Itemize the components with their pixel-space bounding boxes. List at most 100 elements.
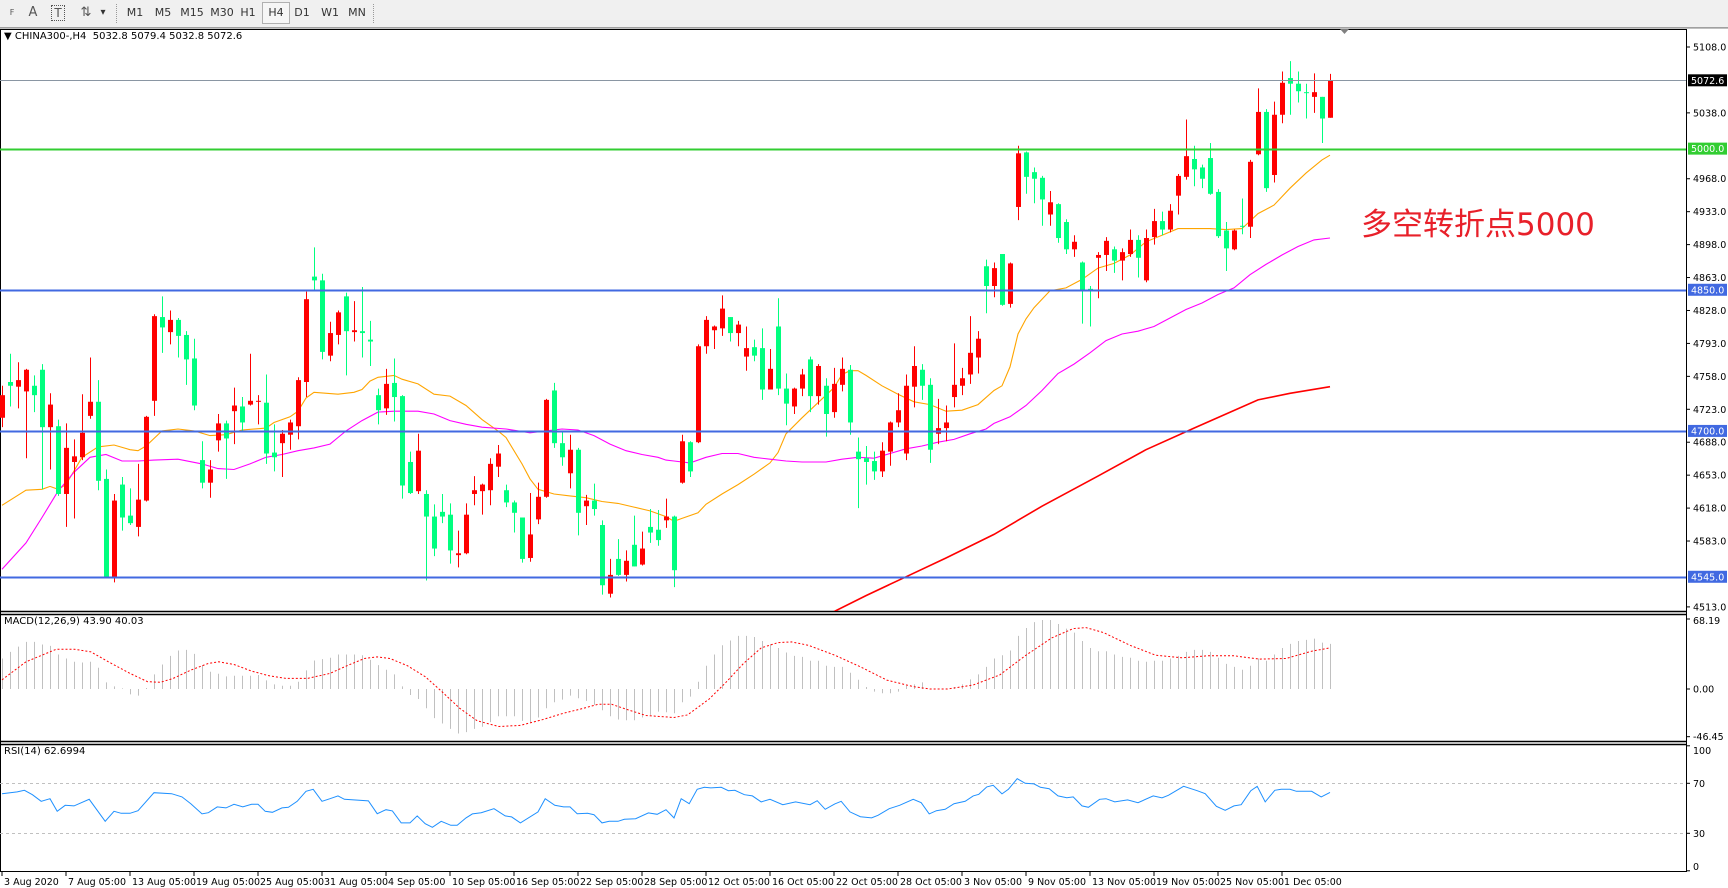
price-axis-label: 4758.0 bbox=[1693, 372, 1726, 383]
candle-body bbox=[448, 514, 453, 551]
candle bbox=[760, 328, 765, 400]
price-level-label: 5000.0 bbox=[1691, 144, 1724, 155]
candle bbox=[1312, 73, 1317, 113]
candle-body bbox=[872, 461, 877, 472]
candle bbox=[312, 247, 317, 291]
candle-body bbox=[192, 358, 197, 406]
time-axis-label: 9 Nov 05:00 bbox=[1028, 877, 1086, 888]
candle bbox=[1120, 248, 1125, 281]
macd-axis-label: 68.19 bbox=[1693, 616, 1720, 627]
text-tool-icon[interactable]: A bbox=[28, 5, 38, 20]
arrows-tool-icon[interactable]: ⇅ bbox=[80, 5, 92, 20]
candle-body bbox=[976, 338, 981, 358]
ohlc-readout: 5032.8 5079.4 5032.8 5072.6 bbox=[92, 31, 243, 42]
candle bbox=[936, 398, 941, 445]
candle bbox=[1200, 164, 1205, 189]
candle-body bbox=[752, 347, 757, 356]
moving-average-line bbox=[1, 237, 1331, 570]
time-axis-label: 16 Sep 05:00 bbox=[516, 877, 579, 888]
candle bbox=[1320, 96, 1325, 143]
candle bbox=[416, 433, 421, 494]
candle-body bbox=[160, 317, 165, 328]
candle-body bbox=[984, 266, 989, 287]
candle-body bbox=[288, 422, 293, 435]
candle-body bbox=[704, 319, 709, 347]
candle bbox=[168, 310, 173, 345]
candle bbox=[1160, 211, 1165, 236]
chart-annotation-text[interactable]: 多空转折点5000 bbox=[1361, 207, 1595, 243]
candle-body bbox=[16, 380, 21, 387]
candle-body bbox=[280, 433, 285, 444]
time-axis-label: 10 Sep 05:00 bbox=[452, 877, 515, 888]
price-level-label-bg bbox=[1688, 142, 1727, 155]
candle-body bbox=[656, 529, 661, 541]
candle-body bbox=[136, 499, 141, 527]
candle-body bbox=[24, 369, 29, 392]
candle bbox=[1168, 204, 1173, 233]
timeframe-m1-button[interactable]: M1 bbox=[126, 6, 144, 19]
candle-body bbox=[816, 365, 821, 397]
price-axis-label: 4688.0 bbox=[1693, 438, 1726, 449]
timeframe-m30-button[interactable]: M30 bbox=[210, 6, 234, 19]
candle-body bbox=[832, 383, 837, 413]
candle-body bbox=[1008, 263, 1013, 304]
candle-body bbox=[248, 400, 253, 405]
candle-body bbox=[584, 500, 589, 507]
candle-body bbox=[864, 458, 869, 462]
candle-body bbox=[1304, 92, 1309, 94]
candle-body bbox=[808, 359, 813, 397]
candle-body bbox=[1184, 156, 1189, 177]
candle bbox=[512, 500, 517, 533]
candle bbox=[912, 346, 917, 408]
candle-body bbox=[568, 449, 573, 474]
candle-body bbox=[1248, 161, 1253, 227]
candle bbox=[720, 295, 725, 336]
candle-body bbox=[272, 452, 277, 458]
candle-body bbox=[848, 369, 853, 423]
candle-body bbox=[904, 385, 909, 454]
candle bbox=[1176, 174, 1181, 215]
chart-properties-icon[interactable]: F bbox=[9, 8, 15, 17]
candle bbox=[1104, 237, 1109, 271]
candle bbox=[656, 509, 661, 546]
price-axis-label: 4933.0 bbox=[1693, 207, 1726, 218]
candle bbox=[616, 539, 621, 576]
candle bbox=[992, 262, 997, 298]
candle bbox=[752, 339, 757, 362]
candle-body bbox=[296, 380, 301, 427]
timeframe-m15-button[interactable]: M15 bbox=[180, 6, 204, 19]
candle-body bbox=[40, 369, 45, 428]
candle-body bbox=[760, 348, 765, 390]
time-axis-label: 1 Dec 05:00 bbox=[1284, 877, 1342, 888]
candle bbox=[64, 423, 69, 527]
timeframe-mn-button[interactable]: MN bbox=[348, 6, 366, 19]
timeframe-w1-button[interactable]: W1 bbox=[321, 6, 339, 19]
timeframe-m5-button[interactable]: M5 bbox=[154, 6, 172, 19]
candle bbox=[600, 520, 605, 595]
timeframe-d1-button[interactable]: D1 bbox=[294, 6, 310, 19]
candle-body bbox=[664, 516, 669, 521]
candle-body bbox=[104, 478, 109, 577]
candle bbox=[520, 517, 525, 563]
candle bbox=[152, 314, 157, 416]
candle bbox=[464, 503, 469, 555]
candle bbox=[984, 259, 989, 314]
candle bbox=[1192, 145, 1197, 187]
price-axis-label: 5038.0 bbox=[1693, 108, 1726, 119]
chart-menu-icon[interactable]: ▼ bbox=[4, 31, 12, 42]
timeframe-h1-button[interactable]: H1 bbox=[240, 6, 256, 19]
candle-body bbox=[312, 276, 317, 281]
candle bbox=[232, 387, 237, 445]
arrows-dropdown-chevron-icon[interactable]: ▾ bbox=[100, 7, 106, 18]
candle-body bbox=[1280, 82, 1285, 115]
time-axis-label: 13 Nov 05:00 bbox=[1092, 877, 1156, 888]
price-axis-label: 4898.0 bbox=[1693, 240, 1726, 251]
text-label-tool-icon[interactable]: T bbox=[49, 3, 67, 23]
candle-body bbox=[440, 511, 445, 517]
candle-body bbox=[1072, 241, 1077, 250]
candle bbox=[904, 374, 909, 461]
timeframe-h4-button[interactable]: H4 bbox=[262, 2, 290, 24]
candle-body bbox=[968, 352, 973, 375]
candle-body bbox=[608, 574, 613, 594]
candle bbox=[896, 393, 901, 428]
